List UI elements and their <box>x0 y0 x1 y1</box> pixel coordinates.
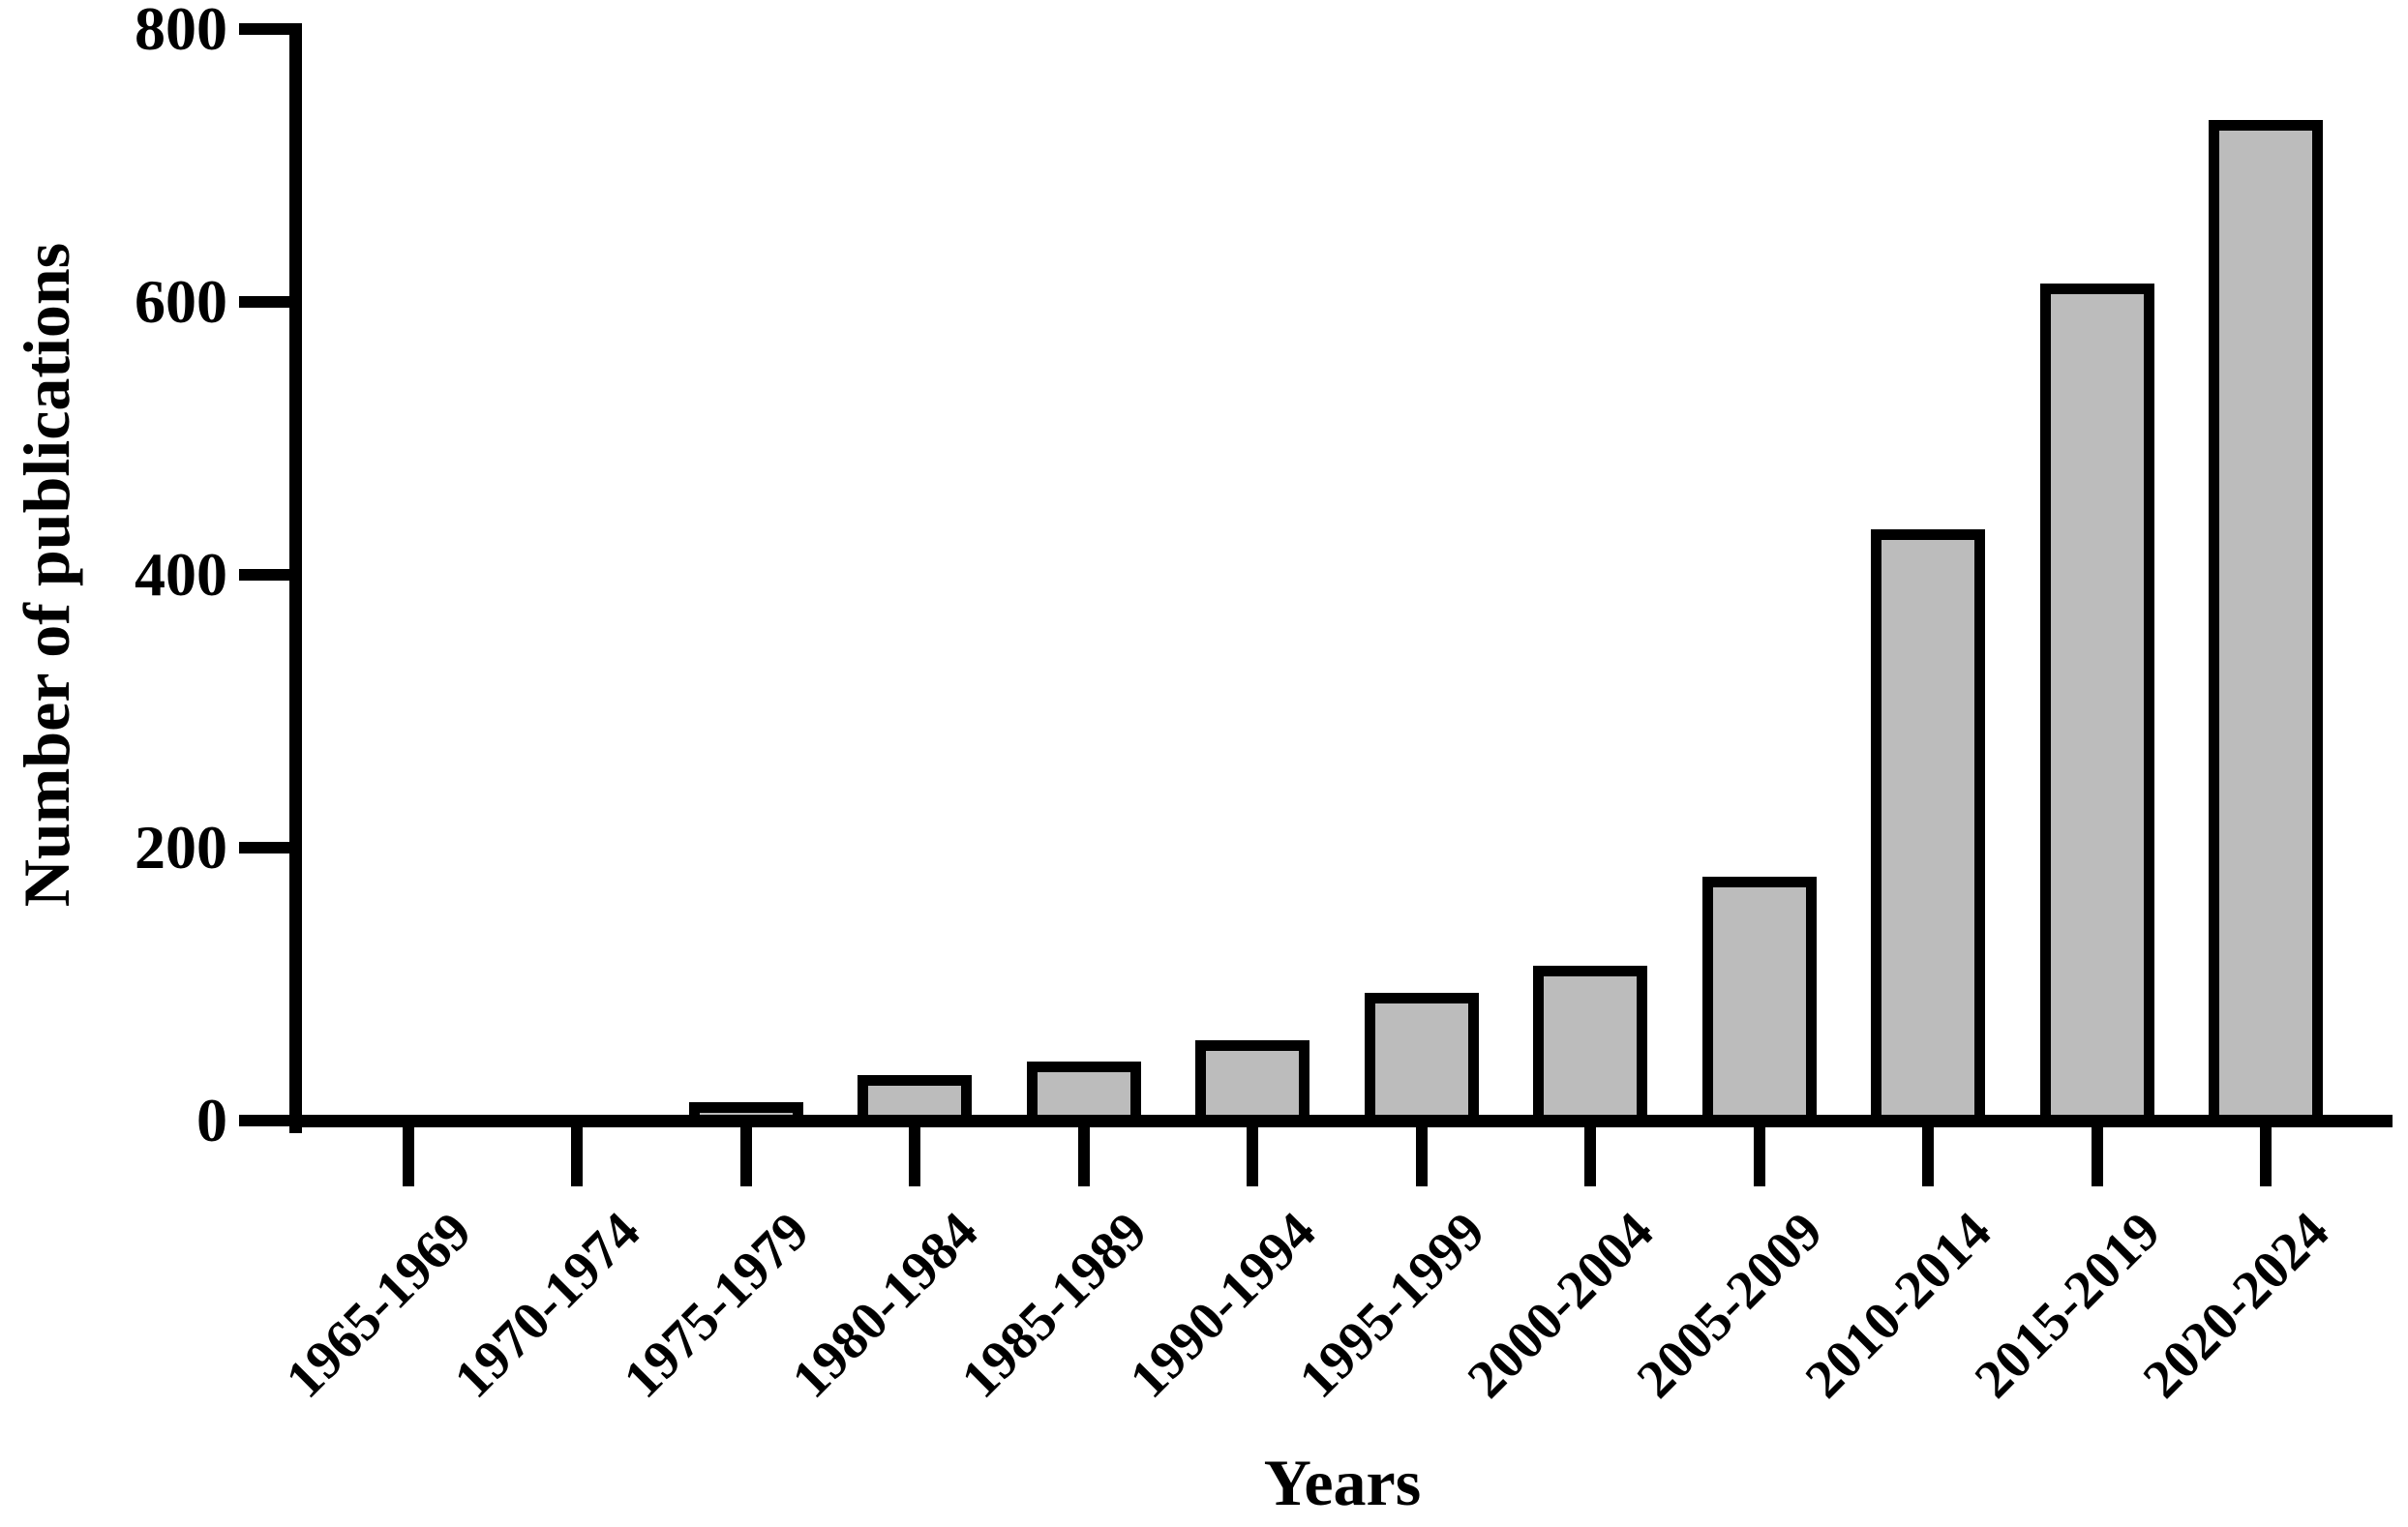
y-tick-label: 800 <box>135 0 227 63</box>
x-axis-tick <box>1416 1126 1428 1186</box>
bar-2010-2014 <box>1871 529 1985 1126</box>
x-axis-tick <box>1247 1126 1258 1186</box>
y-tick-label: 600 <box>135 267 227 336</box>
x-tick-label: 2005-2009 <box>1625 1201 1835 1410</box>
x-axis-tick <box>571 1126 583 1186</box>
bar-2000-2004 <box>1533 966 1647 1126</box>
bar-2005-2009 <box>1702 877 1817 1126</box>
x-tick-label: 1970-1974 <box>442 1201 652 1410</box>
x-tick-label: 1965-1969 <box>274 1201 484 1410</box>
bar-2015-2019 <box>2040 284 2154 1126</box>
y-axis-tick <box>239 296 295 308</box>
x-axis-tick <box>2260 1126 2272 1186</box>
x-tick-label: 2010-2014 <box>1793 1201 2003 1410</box>
y-axis-tick <box>239 842 295 853</box>
y-tick-label: 400 <box>135 540 227 609</box>
x-axis-title: Years <box>1263 1446 1422 1519</box>
y-axis-tick <box>239 569 295 581</box>
x-tick-label: 1975-1979 <box>612 1201 822 1410</box>
x-tick-label: 2015-2019 <box>1963 1201 2173 1410</box>
x-axis-tick <box>1922 1126 1934 1186</box>
y-tick-label: 200 <box>135 813 227 882</box>
x-axis-tick <box>909 1126 920 1186</box>
x-axis-tick <box>740 1126 752 1186</box>
y-axis-tick <box>239 1115 295 1126</box>
bar-1995-1999 <box>1365 993 1479 1126</box>
bar-1990-1994 <box>1195 1040 1309 1126</box>
x-axis-tick <box>1584 1126 1596 1186</box>
x-tick-label: 2020-2024 <box>2131 1201 2341 1410</box>
y-axis-tick <box>239 23 295 35</box>
y-tick-label: 0 <box>196 1086 227 1154</box>
x-tick-label: 1985-1989 <box>949 1201 1159 1410</box>
x-tick-label: 1980-1984 <box>780 1201 990 1410</box>
x-axis-tick <box>2092 1126 2103 1186</box>
x-axis-tick <box>1078 1126 1090 1186</box>
bar-2020-2024 <box>2209 120 2323 1126</box>
x-axis-line <box>289 1115 2393 1127</box>
x-axis-tick <box>403 1126 414 1186</box>
x-axis-tick <box>1754 1126 1765 1186</box>
